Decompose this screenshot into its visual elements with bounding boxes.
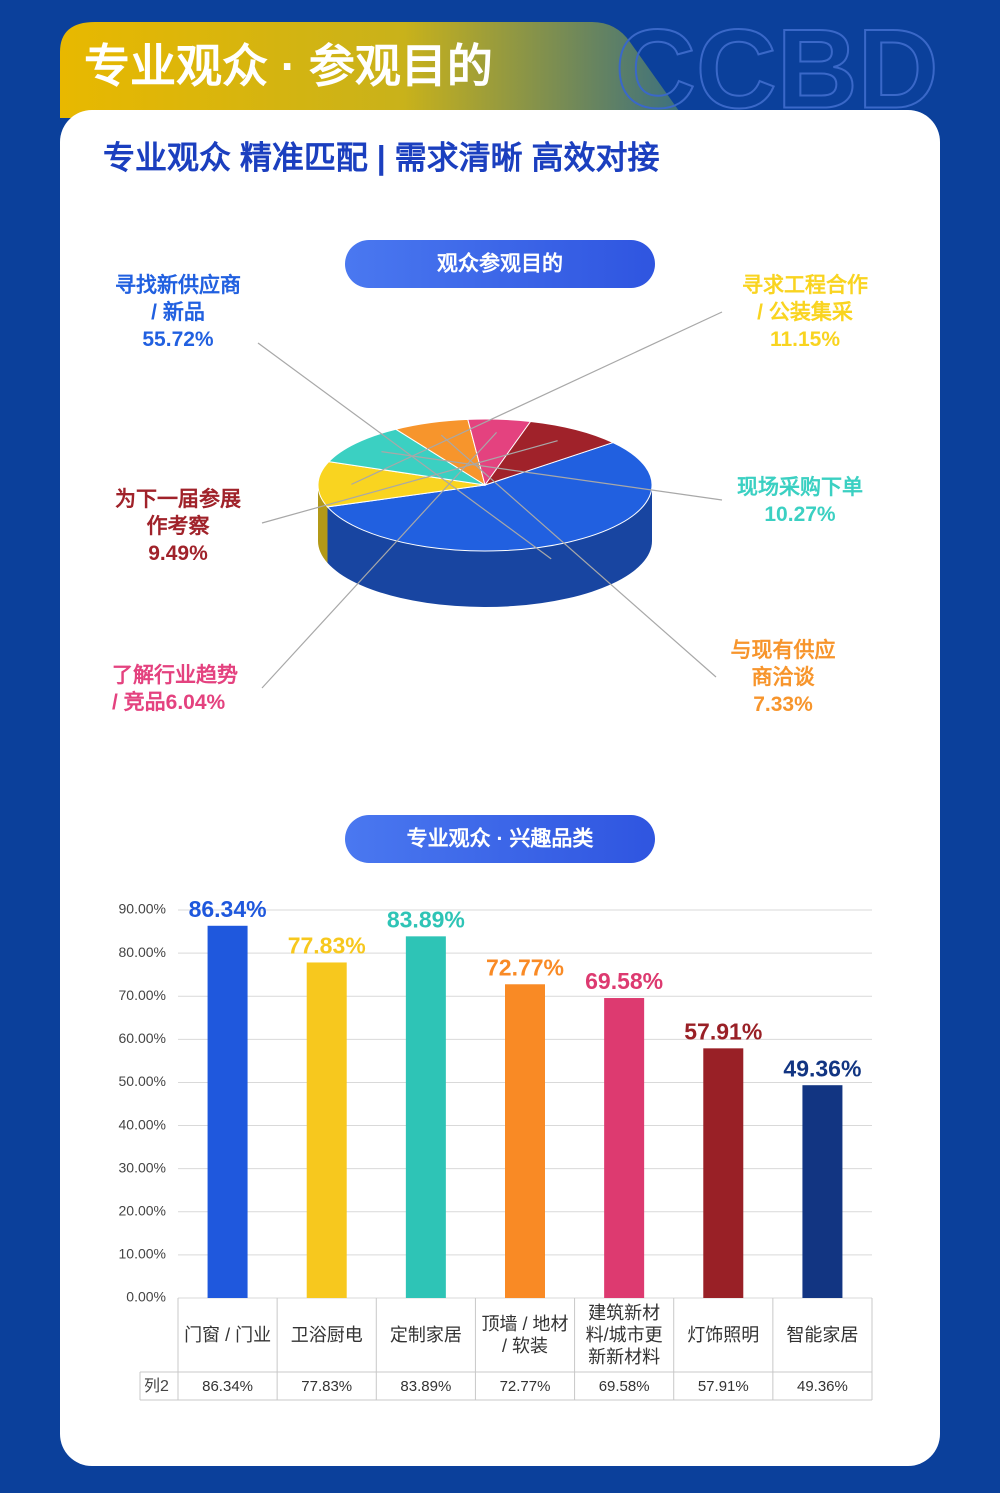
leader-line [257, 342, 552, 560]
pie-category: 寻找新供应商 / 新品 [115, 274, 241, 324]
pie-category: 与现有供应 商洽谈 [730, 639, 836, 689]
pie-label: 寻找新供应商 / 新品 55.72% [78, 272, 278, 353]
bar-value-label: 77.83% [288, 933, 366, 959]
pie-value-label: 6.04% [165, 691, 226, 714]
y-tick-label: 90.00% [119, 901, 166, 917]
x-category-cell: 门窗 / 门业 [178, 1298, 277, 1372]
pie-label: 与现有供应 商洽谈 7.33% [683, 637, 883, 718]
y-tick-label: 40.00% [119, 1116, 166, 1132]
x-tick-label: 灯饰照明 [687, 1325, 760, 1345]
pie-category: 现场采购下单 [737, 476, 863, 499]
x-category-cell: 定制家居 [376, 1298, 475, 1372]
x-category-cell: 顶墙 / 地材 / 软装 [475, 1298, 574, 1372]
table-value: 49.36% [797, 1378, 848, 1395]
table-row-label: 列2 [144, 1377, 169, 1395]
x-tick-label: 卫浴厨电 [290, 1325, 363, 1345]
table-value: 86.34% [202, 1378, 253, 1395]
table-value: 57.91% [698, 1378, 749, 1395]
y-tick-label: 50.00% [119, 1073, 166, 1089]
pie-value-label: 7.33% [753, 693, 813, 716]
x-tick-label: 建筑新材料/城市更新新材料 [585, 1303, 663, 1367]
bar-value-label: 83.89% [387, 906, 465, 932]
bar [802, 1085, 843, 1298]
x-tick-label: 定制家居 [389, 1325, 462, 1345]
y-tick-label: 80.00% [119, 944, 166, 960]
leader-line [440, 434, 717, 678]
bar [703, 1048, 744, 1298]
pie-slice [483, 420, 615, 486]
y-tick-label: 60.00% [119, 1030, 166, 1046]
pie-side [327, 485, 652, 607]
pie-value-label: 11.15% [769, 328, 841, 351]
y-tick-label: 20.00% [119, 1202, 166, 1218]
pie-category: 为下一届参展 作考察 [115, 488, 241, 538]
y-tick-label: 70.00% [119, 987, 166, 1003]
pie-slice [327, 428, 486, 486]
pie-value-label: 10.27% [764, 503, 836, 526]
pie-value-label: 9.49% [148, 542, 208, 565]
table-value: 69.58% [599, 1378, 650, 1395]
pie-label: 现场采购下单 10.27% [700, 474, 900, 528]
x-tick-label: 智能家居 [786, 1325, 859, 1345]
bar [604, 998, 645, 1298]
x-category-cell: 卫浴厨电 [277, 1298, 376, 1372]
section-title: 专业观众 · 兴趣品类 [407, 827, 595, 851]
bar [405, 936, 446, 1298]
leader-line [261, 431, 498, 689]
x-category-cell: 灯饰照明 [674, 1298, 773, 1372]
x-category-cell: 建筑新材料/城市更新新材料 [575, 1298, 674, 1372]
pie-slice [326, 442, 653, 552]
leader-line [261, 440, 558, 524]
bar [306, 962, 347, 1298]
pie-label: 了解行业趋势 / 竞品6.04% [78, 662, 278, 716]
section-title: 观众参观目的 [437, 252, 563, 276]
pie-label: 寻求工程合作 / 公装集采 11.15% [705, 272, 905, 353]
bar [207, 925, 248, 1298]
bar-value-label: 57.91% [684, 1018, 762, 1044]
y-tick-label: 30.00% [119, 1159, 166, 1175]
y-tick-label: 10.00% [119, 1246, 166, 1262]
table-value: 77.83% [301, 1378, 352, 1395]
section-pill [345, 815, 655, 863]
pie-category: 了解行业趋势 / 竞品 [112, 664, 238, 714]
bar-value-label: 86.34% [189, 896, 267, 922]
subtitle: 专业观众 精准匹配 | 需求清晰 高效对接 [103, 139, 660, 175]
bar-value-label: 72.77% [486, 954, 564, 980]
pie-category: 寻求工程合作 / 公装集采 [742, 274, 868, 324]
pie-value-label: 55.72% [142, 328, 214, 351]
bar-value-label: 69.58% [585, 968, 663, 994]
x-category-cell: 智能家居 [773, 1298, 872, 1372]
table-value: 72.77% [500, 1378, 551, 1395]
section-pill [345, 240, 655, 288]
page-title: 专业观众 · 参观目的 [84, 40, 493, 92]
y-tick-label: 0.00% [126, 1289, 166, 1305]
bar [505, 984, 545, 1298]
leader-line [381, 451, 723, 501]
table-value: 83.89% [400, 1378, 451, 1395]
bar-value-label: 49.36% [783, 1055, 861, 1081]
x-tick-label: 门窗 / 门业 [184, 1325, 272, 1345]
x-tick-label: 顶墙 / 地材 / 软装 [481, 1314, 569, 1356]
pie-label: 为下一届参展 作考察 9.49% [78, 486, 278, 567]
